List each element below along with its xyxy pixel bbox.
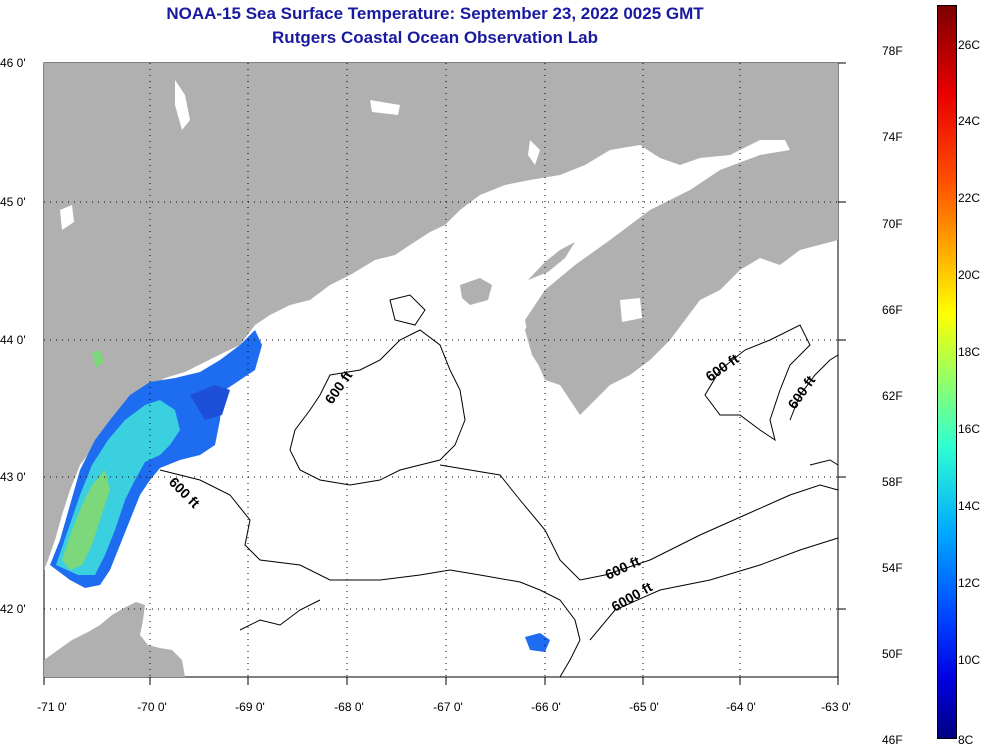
sst-data (50, 330, 550, 652)
lat-label: 46 0' (0, 56, 26, 70)
lat-label: 45 0' (0, 195, 26, 209)
lon-label: -65 0' (629, 700, 659, 714)
colorbar-f-label: 50F (882, 647, 903, 661)
colorbar-c-label: 12C (958, 576, 981, 590)
colorbar-c-label: 16C (958, 422, 981, 436)
lat-label: 44 0' (0, 333, 26, 347)
lon-label: -71 0' (37, 700, 67, 714)
lon-label: -67 0' (433, 700, 463, 714)
colorbar-f-label: 54F (882, 561, 903, 575)
colorbar-c-label: 10C (958, 653, 981, 667)
lon-label: -63 0' (821, 700, 851, 714)
colorbar-c-label: 22C (958, 191, 981, 205)
colorbar-f-label: 78F (882, 44, 903, 58)
colorbar-f-label: 62F (882, 389, 903, 403)
map-subtitle: Rutgers Coastal Ocean Observation Lab (272, 28, 598, 47)
colorbar-f-label: 58F (882, 475, 903, 489)
colorbar-f-label: 46F (882, 733, 903, 747)
colorbar-f-label: 74F (882, 130, 903, 144)
grid-lines (44, 63, 838, 677)
lon-label: -69 0' (235, 700, 265, 714)
land (44, 63, 838, 677)
colorbar-c-label: 26C (958, 38, 981, 52)
axis-ticks (43, 62, 846, 685)
map-title: NOAA-15 Sea Surface Temperature: Septemb… (166, 4, 704, 23)
bathymetry-contours (159, 294, 839, 678)
temperature-colorbar (937, 5, 957, 739)
lakes (60, 80, 642, 322)
lon-label: -66 0' (531, 700, 561, 714)
colorbar-c-label: 24C (958, 114, 981, 128)
colorbar-f-label: 70F (882, 217, 903, 231)
lon-label: -64 0' (726, 700, 756, 714)
lat-label: 42 0' (0, 602, 26, 616)
colorbar-c-label: 14C (958, 499, 981, 513)
colorbar-f-label: 66F (882, 303, 903, 317)
colorbar-c-label: 8C (958, 733, 974, 747)
lon-label: -68 0' (334, 700, 364, 714)
colorbar-c-label: 20C (958, 268, 981, 282)
colorbar-c-label: 18C (958, 345, 981, 359)
lat-label: 43 0' (0, 470, 26, 484)
lon-label: -70 0' (137, 700, 167, 714)
